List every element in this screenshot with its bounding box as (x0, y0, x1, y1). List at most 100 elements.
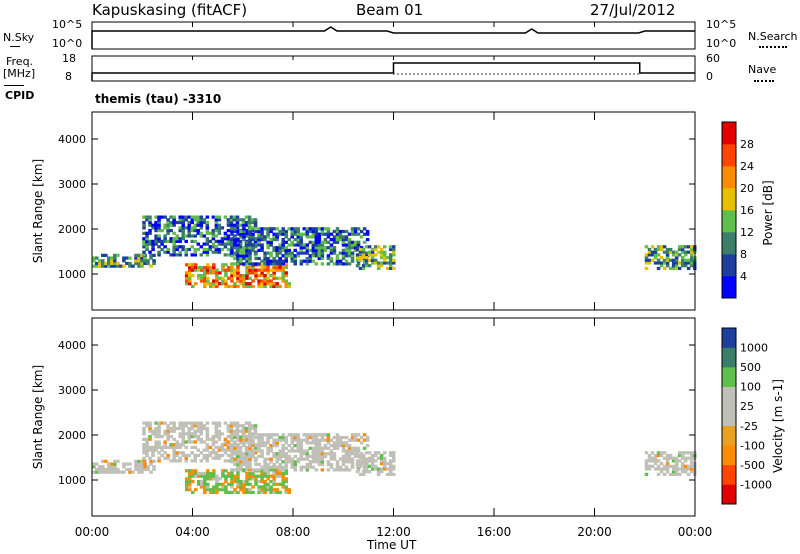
power-cell (172, 223, 176, 227)
velocity-cell (233, 433, 237, 437)
velocity-cell (169, 445, 173, 449)
velocity-cell (217, 453, 222, 458)
power-cell (299, 243, 304, 247)
velocity-cell (361, 459, 366, 463)
power-cell (169, 223, 173, 227)
velocity-cell (236, 490, 240, 494)
velocity-cell (293, 444, 298, 448)
power-cell (260, 265, 264, 270)
power-cell (302, 227, 307, 231)
velocity-cell (206, 474, 210, 478)
power-cell (221, 263, 225, 267)
velocity-cell (221, 474, 225, 478)
velocity-cell (350, 449, 355, 453)
velocity-cell (272, 444, 276, 448)
velocity-cell (154, 443, 158, 447)
power-cell (181, 226, 185, 230)
power-cell (344, 251, 349, 255)
velocity-cell (388, 453, 393, 458)
power-cell (689, 264, 694, 268)
velocity-cell (323, 452, 328, 456)
power-cell (272, 271, 276, 275)
velocity-cell (263, 433, 267, 437)
power-cell (187, 229, 191, 233)
power-cell (329, 243, 334, 247)
velocity-cell (107, 467, 111, 472)
velocity-cell (293, 465, 298, 469)
velocity-cell (656, 459, 661, 463)
velocity-cell (653, 453, 658, 458)
power-cell (196, 242, 201, 246)
power-cell (281, 254, 285, 258)
power-cell (145, 234, 149, 238)
velocity-cell (203, 471, 207, 476)
velocity-cell (230, 477, 234, 481)
velocity-cell (260, 471, 264, 476)
power-cell (233, 268, 237, 272)
velocity-cell (247, 424, 252, 428)
power-cell (239, 276, 243, 280)
velocity-cell (308, 441, 313, 445)
velocity-cell (356, 449, 361, 453)
power-cell (269, 254, 273, 258)
velocity-cell (235, 456, 240, 460)
velocity-cell (187, 426, 191, 431)
velocity-cell (305, 465, 310, 469)
velocity-cell (238, 429, 243, 433)
velocity-cell (206, 485, 210, 489)
velocity-cell (245, 471, 249, 476)
power-cell (169, 237, 173, 241)
power-cell (671, 264, 676, 268)
velocity-cell (253, 429, 258, 433)
velocity-cell (196, 429, 201, 433)
power-cell (311, 251, 316, 255)
velocity-cell (647, 464, 652, 468)
power-cell (347, 248, 352, 252)
power-cell (199, 226, 204, 230)
power-cell (677, 266, 682, 270)
power-cell (275, 235, 279, 239)
power-cell (215, 282, 219, 286)
power-cell (257, 235, 261, 239)
power-cell (278, 276, 282, 280)
power-cell (662, 245, 667, 249)
power-cell (230, 262, 234, 266)
velocity-cell (241, 426, 246, 431)
velocity-cell (253, 424, 258, 428)
power-cell (251, 271, 255, 275)
velocity-cell (151, 445, 155, 449)
power-cell (272, 227, 276, 231)
power-cell (281, 248, 285, 252)
colorbar-tick-label: 24 (740, 160, 754, 173)
velocity-cell (215, 477, 219, 481)
power-cell (202, 234, 207, 238)
velocity-cell (244, 437, 249, 441)
velocity-cell (142, 432, 146, 436)
power-cell (647, 253, 652, 257)
velocity-cell (223, 437, 228, 441)
power-cell (245, 282, 249, 286)
power-cell (178, 237, 182, 241)
velocity-cell (263, 465, 267, 469)
power-cell (233, 235, 237, 239)
power-cell (163, 239, 167, 243)
power-cell (244, 223, 249, 227)
power-cell (226, 253, 231, 257)
velocity-cell (104, 459, 108, 463)
velocity-cell (202, 448, 207, 452)
velocity-cell (373, 464, 378, 468)
velocity-cell (644, 467, 649, 471)
power-cell (184, 218, 188, 222)
power-cell (218, 282, 222, 286)
power-cell (214, 250, 219, 254)
power-cell (154, 239, 158, 243)
power-cell (659, 247, 664, 252)
power-cell (239, 279, 243, 283)
velocity-cell (326, 438, 331, 442)
velocity-cell (266, 474, 270, 478)
velocity-cell (266, 471, 270, 476)
velocity-cell (230, 452, 234, 456)
power-cell (284, 282, 288, 286)
velocity-cell (248, 462, 252, 467)
velocity-cell (388, 470, 393, 474)
